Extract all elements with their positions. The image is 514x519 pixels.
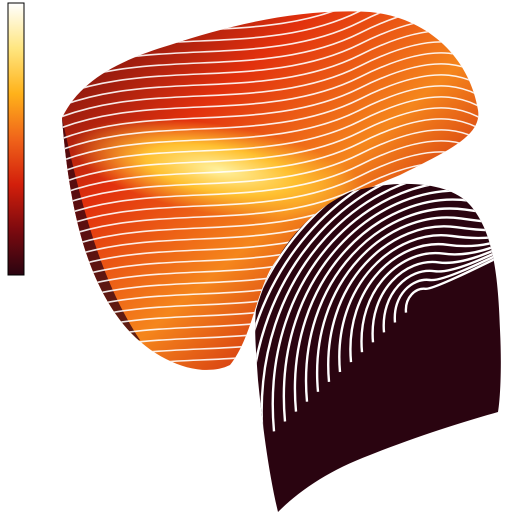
scene — [0, 0, 514, 519]
colorbar — [8, 3, 24, 275]
